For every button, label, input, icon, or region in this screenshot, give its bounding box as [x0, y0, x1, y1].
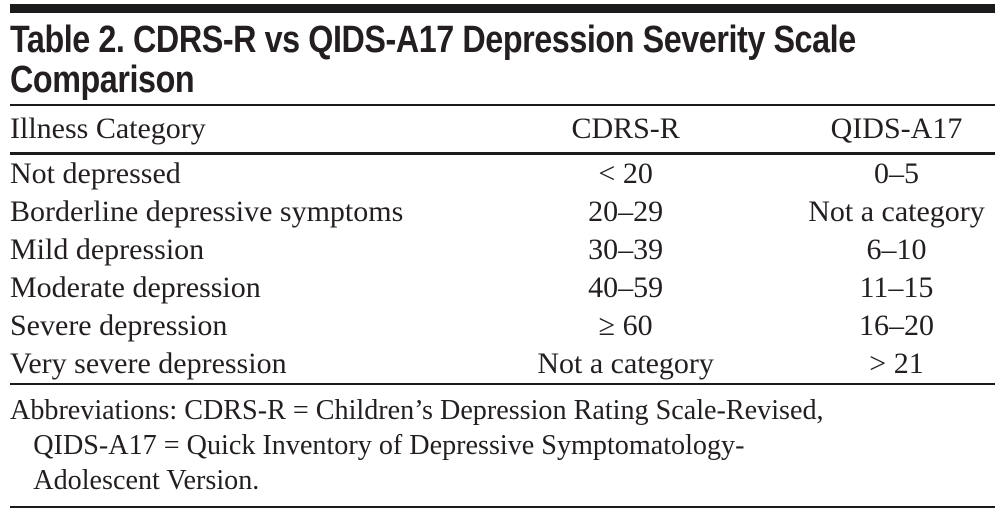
- cell-qids-a17: 16–20: [859, 309, 934, 342]
- cell-cdrs-r: 40–59: [588, 271, 664, 304]
- table-title-line-1: Table 2. CDRS-R vs QIDS-A17 Depression S…: [10, 19, 856, 61]
- cell-cdrs-r: < 20: [598, 157, 653, 190]
- col-header-cdrs-r: CDRS-R: [571, 112, 680, 145]
- table-row: Not depressed < 20 0–5: [10, 155, 995, 193]
- top-heavy-rule: [10, 4, 995, 13]
- cell-cdrs-r: 30–39: [588, 233, 664, 266]
- table-header-row: Illness Category CDRS-R QIDS-A17: [10, 106, 995, 152]
- severity-comparison-table-body: Not depressed < 20 0–5 Borderline depres…: [10, 155, 995, 383]
- cell-qids-a17: > 21: [869, 347, 924, 380]
- severity-comparison-table: Illness Category CDRS-R QIDS-A17: [10, 106, 995, 152]
- cell-cdrs-r: ≥ 60: [598, 309, 653, 342]
- footnote-line-3: Adolescent Version.: [33, 464, 260, 496]
- cell-illness-category: Moderate depression: [10, 271, 261, 304]
- cell-illness-category: Very severe depression: [10, 347, 287, 380]
- col-header-illness-category: Illness Category: [10, 112, 206, 145]
- table-row: Moderate depression 40–59 11–15: [10, 269, 995, 307]
- footnote-line-2: QIDS-A17 = Quick Inventory of Depressive…: [33, 429, 745, 461]
- title-divider-rule: [10, 104, 995, 106]
- bottom-closing-rule: [10, 506, 995, 508]
- table-title: Table 2. CDRS-R vs QIDS-A17 Depression S…: [10, 13, 995, 104]
- header-divider-rule: [10, 152, 995, 155]
- table-row: Very severe depression Not a category > …: [10, 345, 995, 383]
- table-row: Severe depression ≥ 60 16–20: [10, 307, 995, 345]
- cell-cdrs-r: Not a category: [537, 347, 714, 380]
- cell-illness-category: Not depressed: [10, 157, 181, 190]
- table-row: Borderline depressive symptoms 20–29 Not…: [10, 193, 995, 231]
- cell-cdrs-r: 20–29: [588, 195, 664, 228]
- cell-qids-a17: 6–10: [866, 233, 927, 266]
- table-row: Mild depression 30–39 6–10: [10, 231, 995, 269]
- table-title-line-2: Comparison: [10, 59, 195, 101]
- col-header-qids-a17: QIDS-A17: [830, 112, 963, 145]
- footnote-line-1: Abbreviations: CDRS-R = Children’s Depre…: [10, 394, 824, 426]
- cell-qids-a17: Not a category: [808, 195, 985, 228]
- cell-qids-a17: 11–15: [859, 271, 934, 304]
- body-divider-rule: [10, 383, 995, 385]
- cell-illness-category: Mild depression: [10, 233, 205, 266]
- table-2-container: Table 2. CDRS-R vs QIDS-A17 Depression S…: [10, 4, 995, 508]
- cell-qids-a17: 0–5: [874, 157, 919, 190]
- table-footnote-abbreviations: Abbreviations: CDRS-R = Children’s Depre…: [10, 385, 995, 504]
- cell-illness-category: Borderline depressive symptoms: [10, 195, 404, 228]
- cell-illness-category: Severe depression: [10, 309, 228, 342]
